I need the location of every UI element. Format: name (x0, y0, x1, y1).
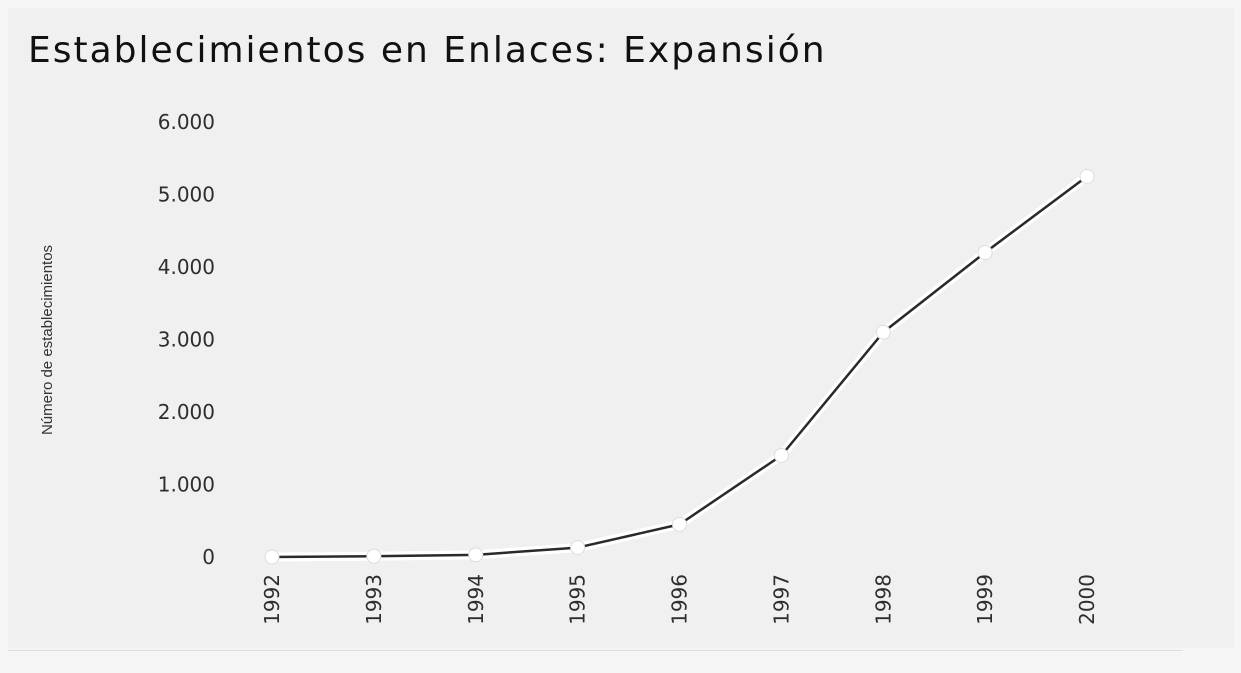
data-point (773, 448, 789, 463)
y-axis-label: Número de establecimientos (39, 245, 56, 435)
data-point (264, 549, 280, 565)
x-tick-label: 2000 (1075, 574, 1099, 625)
data-point (672, 516, 687, 532)
y-axis-ticks: 0 1.000 2.000 3.000 4.000 5.000 6.000 (158, 110, 215, 569)
x-axis-ticks: 1992 1993 1994 1995 1996 1997 1998 1999 2000 (260, 574, 1099, 625)
y-tick-label: 2.000 (158, 400, 215, 424)
x-tick-label: 1994 (464, 574, 488, 625)
data-point (977, 245, 993, 260)
marker-layer (264, 168, 1095, 565)
y-tick-label: 6.000 (158, 110, 215, 134)
x-tick-label: 1999 (973, 574, 997, 625)
y-tick-label: 3.000 (158, 328, 215, 352)
series-layer (267, 171, 1092, 562)
data-point (366, 548, 382, 564)
x-tick-label: 1993 (362, 574, 386, 625)
data-point (468, 547, 484, 563)
data-point (1079, 168, 1095, 184)
x-tick-label: 1996 (668, 574, 692, 625)
x-tick-label: 1992 (260, 574, 284, 625)
y-tick-label: 1.000 (158, 473, 215, 497)
x-tick-label: 1997 (769, 574, 793, 625)
data-point (570, 540, 586, 556)
y-tick-label: 5.000 (158, 183, 215, 207)
y-tick-label: 0 (202, 545, 215, 569)
y-tick-label: 4.000 (158, 255, 215, 279)
series-line (270, 175, 1089, 559)
chart-title: Establecimientos en Enlaces: Expansión (28, 30, 827, 71)
x-tick-label: 1998 (871, 574, 895, 625)
x-tick-label: 1995 (566, 574, 590, 625)
series-line-halo (267, 171, 1092, 562)
data-point (875, 324, 891, 340)
bottom-divider (8, 650, 1183, 651)
